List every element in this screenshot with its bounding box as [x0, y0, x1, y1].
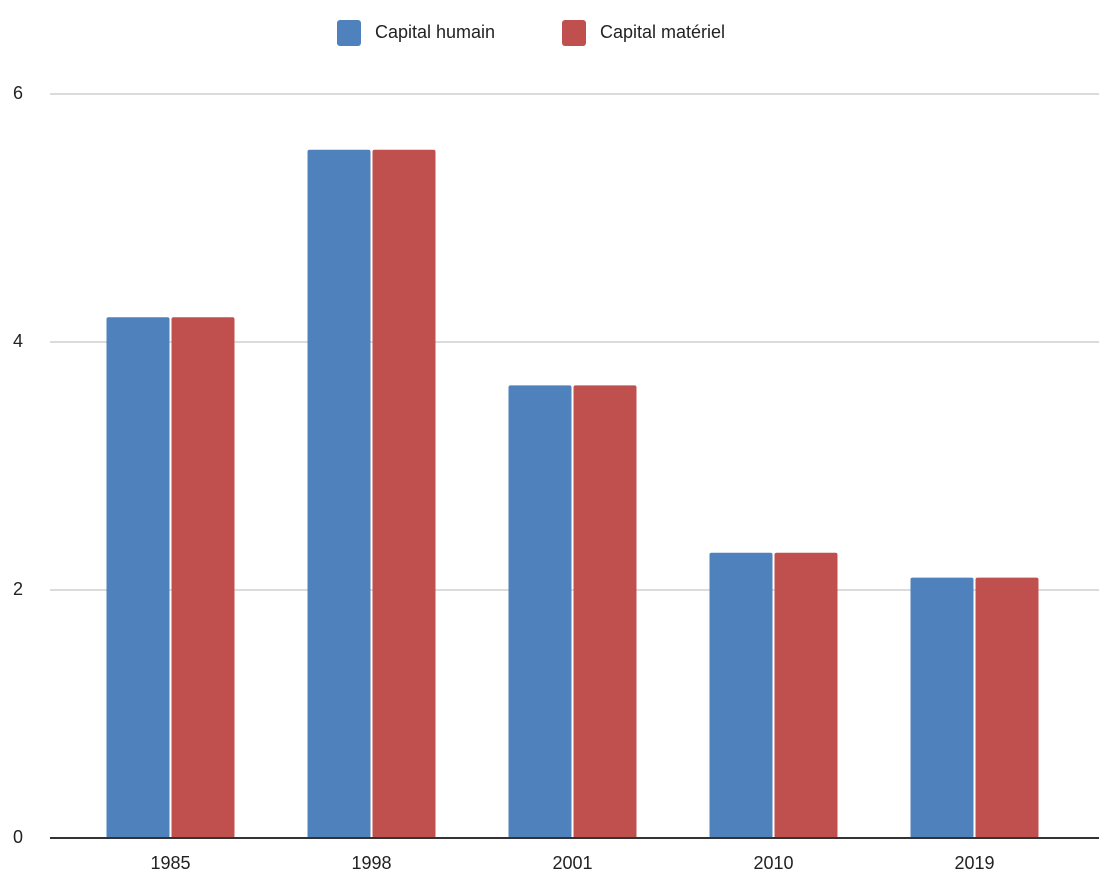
bar: [372, 149, 436, 839]
legend-label: Capital humain: [375, 22, 495, 42]
bar: [508, 385, 572, 838]
bar: [910, 577, 974, 838]
bar: [307, 149, 371, 839]
x-tick-label: 2019: [954, 853, 994, 873]
bar: [975, 577, 1039, 838]
bar: [774, 552, 838, 838]
bar: [106, 317, 170, 838]
bar: [573, 385, 637, 838]
x-tick-label: 1998: [351, 853, 391, 873]
legend-label: Capital matériel: [600, 22, 725, 42]
y-tick-label: 4: [13, 331, 23, 351]
bar: [709, 552, 773, 838]
bar: [171, 317, 235, 838]
x-tick-label: 2001: [552, 853, 592, 873]
legend-swatch: [562, 20, 586, 46]
y-tick-label: 0: [13, 827, 23, 847]
x-tick-label: 2010: [753, 853, 793, 873]
legend-swatch: [337, 20, 361, 46]
y-tick-label: 6: [13, 83, 23, 103]
x-tick-label: 1985: [150, 853, 190, 873]
y-tick-label: 2: [13, 579, 23, 599]
